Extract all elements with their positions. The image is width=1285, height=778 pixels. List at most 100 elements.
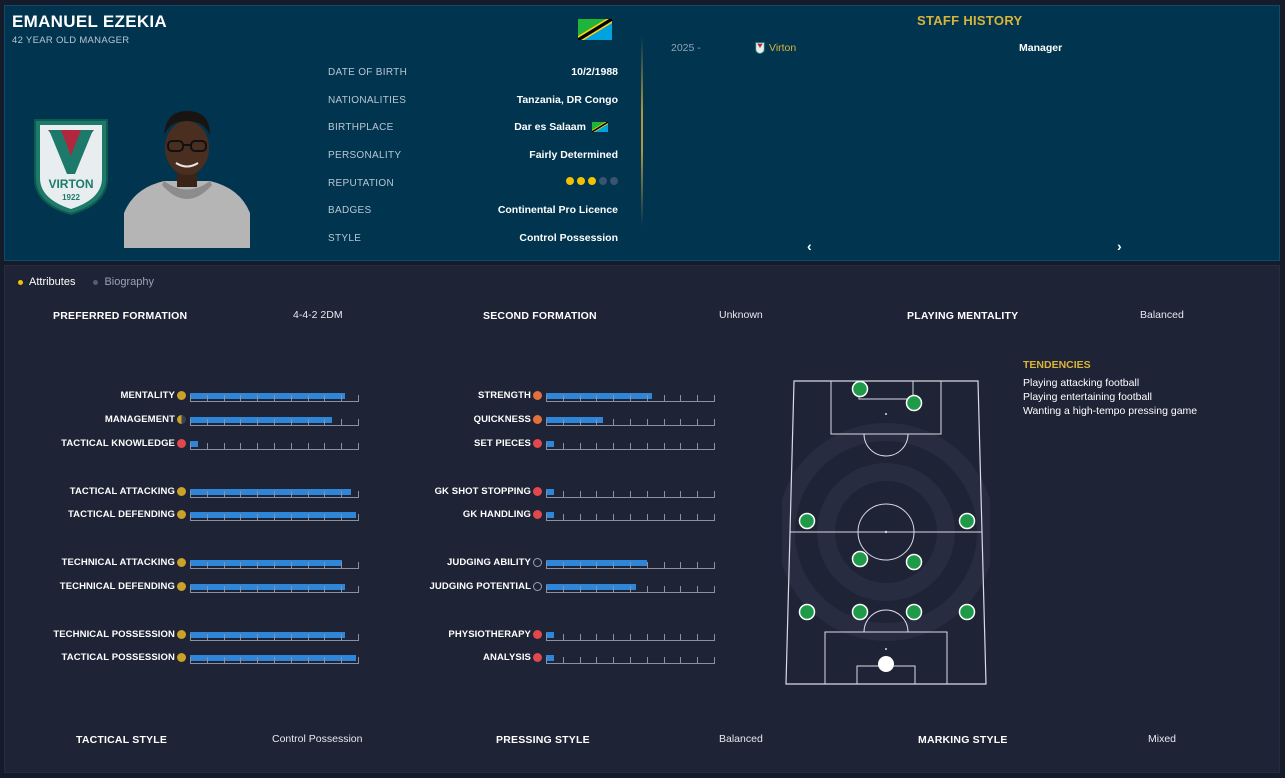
attribute-bar [190, 583, 359, 593]
bar-tick [630, 514, 631, 520]
bar-tick [646, 634, 648, 640]
tactical-style-value: Control Possession [272, 733, 363, 745]
attribute-label: TECHNICAL DEFENDING [59, 581, 175, 592]
rating-half-icon [177, 415, 186, 424]
bar-tick [546, 491, 547, 497]
bar-tick [697, 419, 699, 425]
bar-tick [240, 491, 242, 497]
bar-tick [307, 514, 309, 520]
bar-tick [596, 657, 598, 663]
reputation-star-filled [577, 176, 585, 185]
player-marker[interactable] [905, 553, 923, 571]
chevron-right-icon[interactable]: › [1117, 238, 1122, 254]
preferred-formation-value: 4-4-2 2DM [293, 309, 343, 321]
rating-red-icon [533, 630, 542, 639]
bar-tick [562, 419, 564, 425]
attribute-label: TACTICAL ATTACKING [69, 486, 175, 497]
info-label: PERSONALITY [328, 150, 402, 162]
player-marker[interactable] [798, 603, 816, 621]
bar-tick [663, 586, 665, 592]
bar-tick [290, 586, 292, 592]
attribute-label: QUICKNESS [473, 414, 531, 425]
player-marker[interactable] [798, 512, 816, 530]
bar-tick [358, 491, 359, 497]
rating-gold-icon [177, 558, 186, 567]
bar-tick [307, 491, 309, 497]
attribute-bar [190, 392, 359, 402]
player-marker[interactable] [958, 603, 976, 621]
bar-tick [324, 443, 326, 449]
history-club-link[interactable]: Virton [755, 42, 796, 54]
bar-tick [206, 634, 208, 640]
player-marker[interactable] [851, 380, 869, 398]
bar-tick [307, 419, 309, 425]
bar-tick [546, 657, 547, 663]
bar-tick [579, 491, 581, 497]
attribute-bar-fill [546, 632, 555, 638]
bar-tick [307, 657, 309, 663]
bar-tick [562, 395, 564, 401]
bar-tick [223, 514, 225, 520]
bar-tick [613, 634, 615, 640]
bar-tick [240, 514, 242, 520]
bar-tick [257, 395, 259, 401]
attribute-row: PHYSIOTHERAPY [401, 628, 721, 642]
divider [641, 36, 643, 226]
bar-tick [613, 491, 615, 497]
player-marker[interactable] [851, 603, 869, 621]
attribute-bar-fill [190, 655, 356, 661]
bar-tick [307, 395, 309, 401]
bar-tick [206, 443, 208, 449]
history-year: 2025 - [671, 42, 701, 54]
bar-tick [307, 586, 309, 592]
bar-tick [680, 395, 682, 401]
bar-tick [290, 419, 292, 425]
bar-tick [341, 514, 343, 520]
info-row-personality: PERSONALITY Fairly Determined [328, 147, 618, 175]
attribute-row: ANALYSIS [401, 651, 721, 665]
active-indicator [18, 279, 23, 285]
bar-tick [546, 395, 547, 401]
tab-attributes[interactable]: Attributes [18, 276, 75, 288]
rating-orange-icon [533, 415, 542, 424]
bar-tick [680, 514, 682, 520]
club-crest-icon [755, 42, 765, 54]
bar-tick [596, 514, 598, 520]
bar-tick [206, 514, 208, 520]
bar-tick [341, 657, 343, 663]
attribute-bar [190, 416, 359, 426]
attribute-bar-fill [190, 393, 346, 399]
attribute-bar-fill [546, 441, 555, 447]
pressing-style-value: Balanced [719, 733, 763, 745]
bar-tick [697, 514, 699, 520]
staff-history-row[interactable]: 2025 - Virton Manager [671, 42, 1071, 58]
attribute-row: GK HANDLING [401, 508, 721, 522]
attribute-row: TACTICAL DEFENDING [45, 508, 365, 522]
player-marker[interactable] [851, 550, 869, 568]
chevron-left-icon[interactable]: ‹ [807, 238, 812, 254]
bar-tick [274, 491, 275, 497]
bar-tick [613, 657, 615, 663]
goalkeeper-marker[interactable] [878, 656, 894, 672]
player-marker[interactable] [958, 512, 976, 530]
bar-tick [240, 395, 242, 401]
reputation-star-filled [588, 176, 596, 185]
manager-subtitle: 42 YEAR OLD MANAGER [12, 35, 130, 46]
tendency-item: Playing attacking football [1023, 377, 1140, 389]
attribute-label: GK HANDLING [462, 509, 531, 520]
info-label: BADGES [328, 205, 372, 217]
bar-tick [341, 395, 343, 401]
formation-pitch [782, 380, 990, 685]
attribute-row: GK SHOT STOPPING [401, 485, 721, 499]
crest-year: 1922 [62, 193, 80, 202]
player-marker[interactable] [905, 603, 923, 621]
info-value: 10/2/1988 [571, 66, 618, 78]
tab-biography[interactable]: Biography [93, 276, 154, 288]
player-marker[interactable] [905, 394, 923, 412]
bar-tick [579, 657, 581, 663]
attribute-row: SET PIECES [401, 437, 721, 451]
rating-ball-icon [533, 582, 542, 591]
bar-tick [562, 657, 564, 663]
bar-tick [223, 562, 225, 568]
bar-tick [697, 562, 699, 568]
